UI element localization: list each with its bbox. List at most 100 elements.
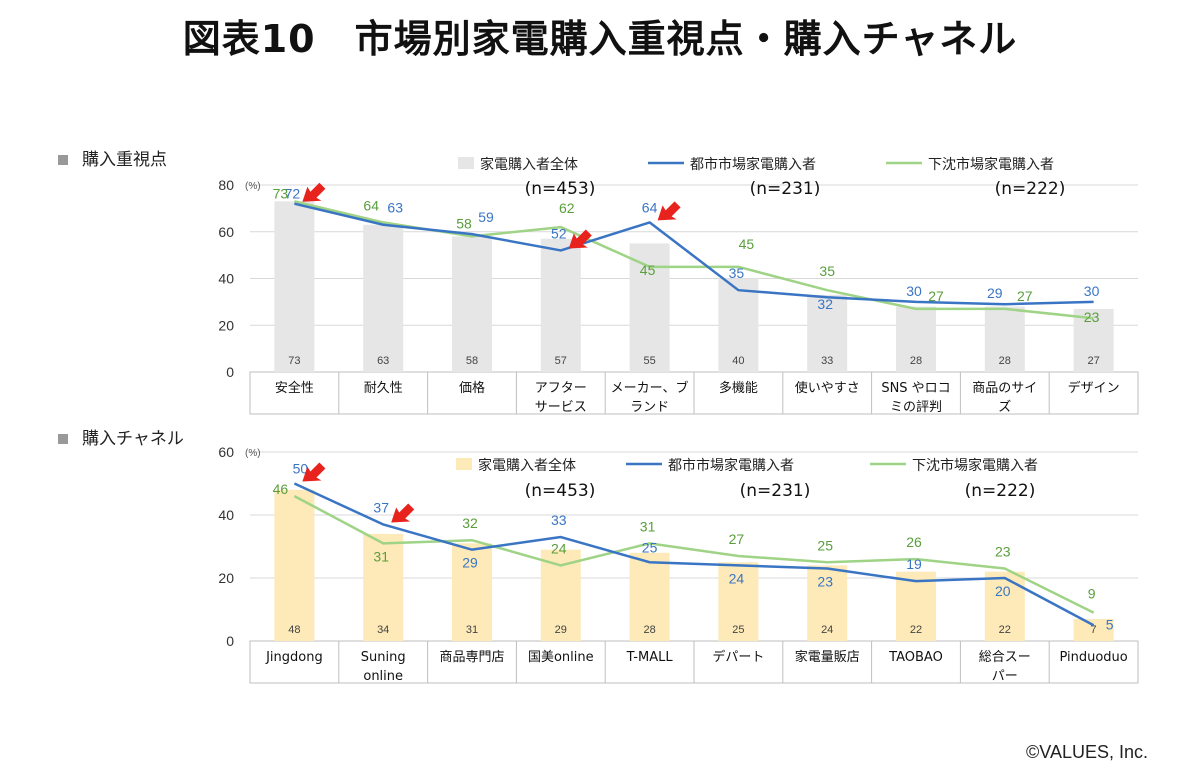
category-label: SNS やロコ [881,381,950,396]
bar-value-label: 25 [732,624,744,636]
legend-label: 都市市場家電購入者 [668,457,794,474]
category-label: アフター [535,381,587,396]
section-label-text: 購入チャネル [82,429,184,449]
legend-label: 家電購入者全体 [480,156,578,173]
legend-n-label: (n=453) [525,481,596,501]
bar-value-label: 27 [1087,355,1099,367]
urban-value-label: 29 [987,285,1003,301]
highlight-arrow-icon [568,229,592,249]
category-label: サービス [535,400,587,415]
bar-value-label: 28 [910,355,922,367]
category-label: 国美online [528,650,594,665]
legend-n-label: (n=231) [750,179,821,199]
category-label: ランド [630,400,669,415]
legend-n-label: (n=231) [740,481,811,501]
category-label: 耐久性 [364,381,403,396]
section-label-text: 購入重視点 [82,150,167,170]
urban-value-label: 25 [642,539,658,555]
category-label: Suning [361,650,406,665]
bar [274,201,315,372]
y-tick-label: 60 [218,444,234,460]
urban-value-label: 30 [906,283,922,299]
urban-value-label: 19 [906,556,922,572]
urban-value-label: 23 [817,574,833,590]
bar-value-label: 40 [732,355,744,367]
bar [718,562,759,641]
category-label: デザイン [1068,380,1120,396]
rural-value-label: 73 [273,185,289,201]
y-tick-label: 20 [218,317,234,333]
category-label: 総合スー [979,650,1031,665]
bar [1073,308,1114,372]
rural-value-label: 24 [551,540,567,556]
bar-value-label: 22 [910,624,922,636]
urban-series-line [293,482,1095,627]
legend-label: 下沈市場家電購入者 [928,156,1054,173]
urban-value-label: 32 [817,296,833,312]
legend-swatch-bar [458,157,474,169]
highlight-arrow-icon [391,503,415,523]
legend-label: 家電購入者全体 [478,457,576,474]
y-tick-label: 40 [218,507,234,523]
legend-swatch-bar [456,458,472,470]
section-label-purchase-channels: 購入チャネル [58,424,184,449]
bar-value-label: 7 [1091,624,1097,636]
rural-value-label: 27 [928,288,944,304]
bar [896,571,936,641]
bar-value-label: 22 [999,624,1011,636]
urban-value-label: 24 [729,570,745,586]
bar-value-label: 31 [466,624,478,636]
rural-value-label: 27 [729,531,745,547]
category-label: メーカー、ブ [611,380,689,396]
bar [274,489,315,641]
bar [629,552,670,641]
category-label: 商品専門店 [439,650,504,665]
bar-value-label: 57 [555,355,567,367]
rural-value-label: 31 [640,518,656,534]
bar-value-label: 33 [821,355,833,367]
category-label: ミの評判 [890,400,942,415]
rural-value-label: 25 [817,537,833,553]
rural-value-label: 9 [1088,586,1096,602]
rural-value-label: 64 [363,197,379,213]
rural-value-label: 32 [462,515,478,531]
category-label: online [363,669,403,684]
legend-n-label: (n=222) [965,481,1036,501]
bar [629,243,670,372]
bar [452,236,492,372]
legend-label: 下沈市場家電購入者 [912,457,1038,474]
category-label: TAOBAO [888,650,943,665]
urban-value-label: 64 [642,199,658,215]
legend-label: 都市市場家電購入者 [690,156,816,173]
urban-value-label: 52 [551,225,567,241]
y-tick-label: 0 [226,633,234,649]
y-tick-label: 0 [226,364,234,380]
y-unit-label: (%) [245,181,261,192]
legend-n-label: (n=222) [995,179,1066,199]
bar [896,306,936,372]
urban-value-label: 50 [293,461,309,477]
bar-value-label: 48 [288,624,300,636]
highlight-arrow-icon [302,182,326,202]
urban-value-label: 37 [373,499,389,515]
category-label: デパート [712,649,764,665]
category-label: 価格 [459,380,485,396]
rural-value-label: 35 [819,263,835,279]
rural-value-label: 31 [373,548,389,564]
y-unit-label: (%) [245,448,261,459]
urban-value-label: 72 [285,186,301,202]
category-label: 多機能 [719,380,758,396]
rural-value-label: 62 [559,200,575,216]
rural-series-line [293,494,1095,614]
urban-value-label: 35 [729,265,745,281]
y-tick-label: 80 [218,177,234,193]
bar-value-label: 28 [643,624,655,636]
rural-value-label: 27 [1017,288,1033,304]
category-label: 家電量販店 [795,649,860,665]
urban-value-label: 59 [478,209,494,225]
y-tick-label: 60 [218,224,234,240]
bar-value-label: 29 [555,624,567,636]
rural-value-label: 45 [739,236,755,252]
bar [452,543,492,641]
